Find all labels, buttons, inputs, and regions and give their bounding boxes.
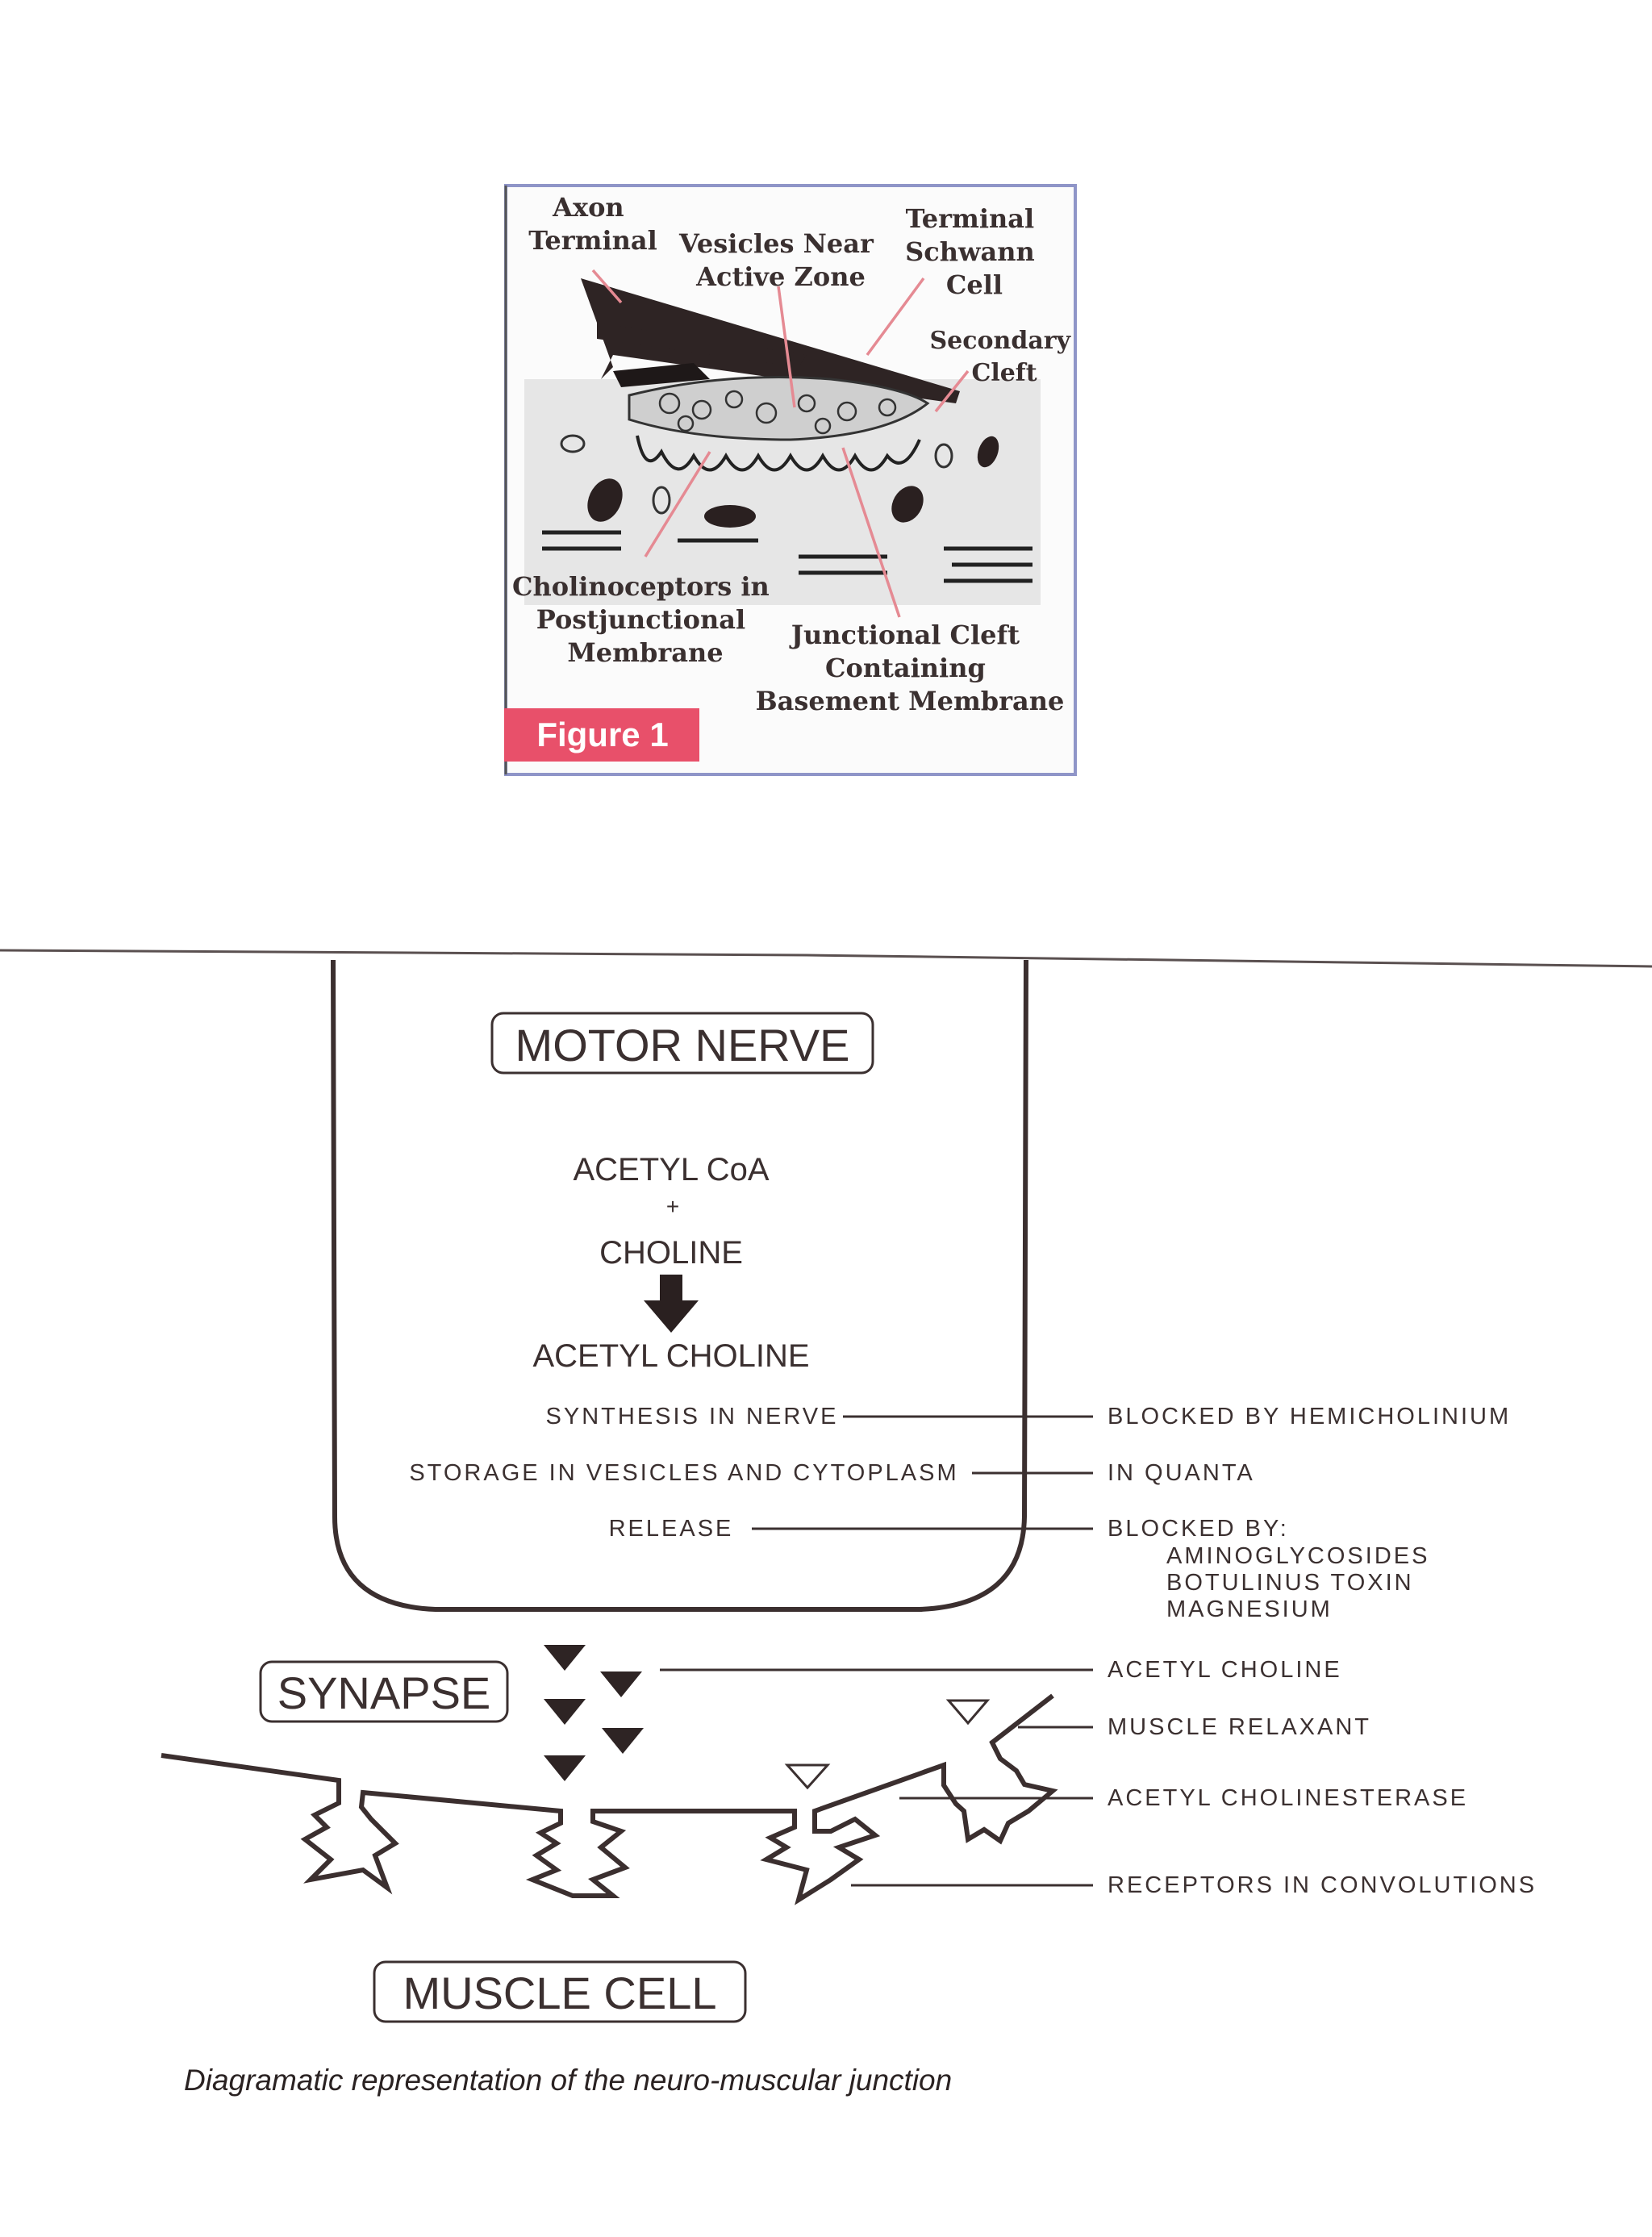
step-storage: STORAGE IN VESICLES AND CYTOPLASM (409, 1460, 958, 1486)
plus-sign: + (666, 1194, 679, 1219)
note-magnesium: MAGNESIUM (1166, 1596, 1333, 1622)
label-cholinoceptors: Cholinoceptors in Postjunctional Membran… (512, 571, 778, 668)
motor-nerve-box (490, 1012, 874, 1075)
muscle-relaxant-molecules (784, 1699, 991, 1790)
note-acetyl-choline: ACETYL CHOLINE (1108, 1657, 1342, 1683)
note-botulinus-toxin: BOTULINUS TOXIN (1166, 1570, 1414, 1596)
synapse-label: SYNAPSE (277, 1667, 491, 1718)
myofibril-bands (542, 530, 1032, 583)
synaptic-vesicles (658, 390, 897, 435)
step-release: RELEASE (609, 1516, 734, 1542)
acetyl-choline-product: ACETYL CHOLINE (532, 1338, 809, 1374)
choline-text: CHOLINE (599, 1235, 743, 1271)
note-in-quanta: IN QUANTA (1108, 1460, 1255, 1486)
note-muscle-relaxant: MUSCLE RELAXANT (1108, 1714, 1371, 1740)
step-synthesis: SYNTHESIS IN NERVE (546, 1404, 839, 1429)
label-secondary-cleft: Secondary Cleft (930, 327, 1079, 387)
mitochondria (560, 434, 999, 528)
postjunctional-folds (636, 435, 921, 472)
motor-nerve-label: MOTOR NERVE (515, 1020, 850, 1071)
acetylcholine-molecule-icon (544, 1699, 586, 1725)
label-schwann-cell: Terminal Schwann Cell (905, 203, 1044, 300)
note-receptors: RECEPTORS IN CONVOLUTIONS (1108, 1872, 1537, 1898)
diagram-caption: Diagramatic representation of the neuro-… (184, 2064, 952, 2097)
figure-1-micrograph: Axon Terminal Vesicles Near Active Zone … (504, 184, 1079, 776)
synapse-box (259, 1660, 509, 1723)
down-arrow-icon (644, 1275, 699, 1333)
muscle-cell-label: MUSCLE CELL (403, 1968, 716, 2018)
note-acetyl-cholinesterase: ACETYL CHOLINESTERASE (1108, 1785, 1468, 1811)
acetylcholine-molecule-icon (544, 1645, 586, 1671)
page-fold-line (0, 949, 1652, 968)
muscle-relaxant-molecule-icon (945, 1699, 991, 1726)
figure-badge-label: Figure 1 (536, 716, 668, 753)
motor-nerve-outline (331, 959, 1028, 1612)
label-junctional-cleft: Junctional Cleft Containing Basement Mem… (756, 620, 1065, 716)
figure-badge (504, 708, 699, 762)
schwann-cell-shape (581, 278, 960, 403)
muscle-relaxant-molecule-icon (784, 1763, 831, 1790)
muscle-cell-box (373, 1960, 747, 2023)
muscle-membrane-folds (161, 1693, 1058, 1905)
acetylcholine-molecule-icon (544, 1755, 586, 1781)
nmj-diagram: MOTOR NERVE SYNAPSE MUSCLE CELL ACETYL C… (161, 959, 1537, 2097)
label-vesicles: Vesicles Near Active Zone (678, 228, 882, 292)
note-aminoglycosides: AMINOGLYCOSIDES (1166, 1543, 1429, 1569)
note-leader-lines (660, 1415, 1093, 1887)
acetyl-coa-text: ACETYL CoA (573, 1152, 769, 1187)
note-blocked-by: BLOCKED BY: (1108, 1516, 1289, 1542)
label-axon-terminal: Axon Terminal (528, 192, 657, 256)
acetylcholine-molecule-icon (600, 1671, 642, 1697)
axon-terminal-body (628, 376, 930, 441)
note-blocked-hemicholinium: BLOCKED BY HEMICHOLINIUM (1108, 1404, 1511, 1429)
acetylcholine-molecules (544, 1645, 644, 1781)
figure-leader-lines (591, 269, 970, 618)
acetylcholine-molecule-icon (602, 1728, 644, 1754)
